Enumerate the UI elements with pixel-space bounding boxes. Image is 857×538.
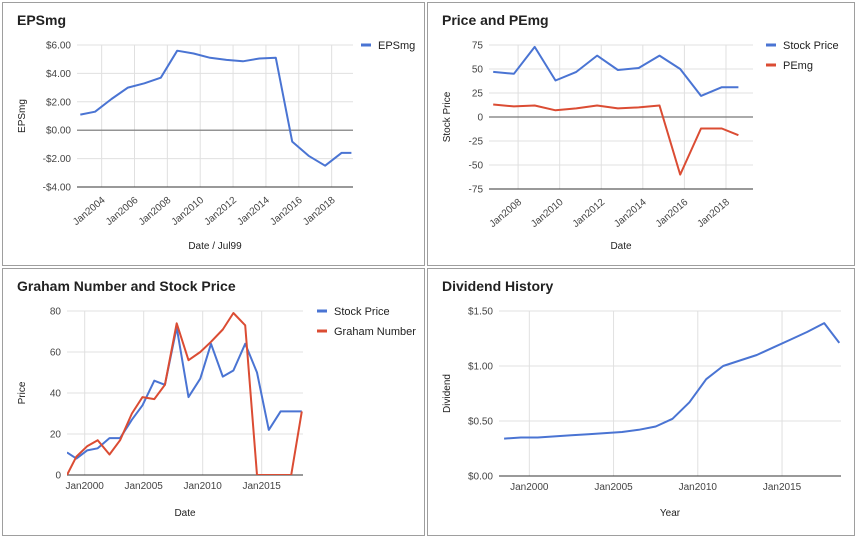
series-line-stock-price	[493, 45, 739, 97]
y-tick-label: $1.00	[468, 362, 493, 373]
x-tick-label: Jan2005	[594, 482, 633, 493]
x-tick-label: Jan2000	[66, 481, 105, 492]
y-tick-label: 20	[50, 430, 62, 441]
x-axis-label: Date / Jul99	[188, 241, 242, 252]
y-tick-label: -$2.00	[43, 154, 72, 165]
x-tick-label: Jan2012	[203, 195, 240, 228]
x-tick-label: Jan2014	[235, 195, 272, 228]
y-axis-label: EPSmg	[17, 99, 28, 133]
x-tick-label: Jan2018	[301, 195, 338, 228]
y-tick-label: -50	[469, 161, 484, 172]
chart-title: EPSmg	[17, 12, 66, 28]
y-tick-label: $0.00	[468, 472, 493, 483]
x-axis-label: Date	[174, 508, 196, 519]
y-tick-label: $0.00	[46, 126, 71, 137]
x-tick-label: Jan2015	[763, 482, 802, 493]
y-tick-label: 60	[50, 348, 62, 359]
y-tick-label: $6.00	[46, 41, 71, 52]
series-line-stock-price	[67, 326, 302, 460]
x-tick-label: Jan2016	[654, 197, 691, 230]
x-axis-label: Year	[660, 508, 681, 519]
x-axis-label: Date	[610, 241, 632, 252]
y-tick-label: -75	[469, 185, 484, 196]
x-tick-label: Jan2010	[529, 197, 566, 230]
panel-epsmg: EPSmg -$4.00 -$2.00 $0.00 $2.00 $4.00 $6.00 Jan…	[2, 2, 425, 266]
x-tick-label: Jan2006	[104, 195, 141, 228]
y-tick-label: 0	[477, 113, 483, 124]
x-tick-label: Jan2018	[695, 197, 732, 230]
legend-label: Graham Number	[334, 326, 416, 338]
x-tick-label: Jan2014	[612, 197, 649, 230]
legend-label: Stock Price	[783, 40, 839, 52]
y-tick-label: 25	[472, 89, 484, 100]
series-line-pemg	[493, 103, 739, 176]
x-tick-label: Jan2010	[170, 195, 207, 228]
chart-epsmg: EPSmg -$4.00 -$2.00 $0.00 $2.00 $4.00 $6.00 Jan…	[17, 12, 415, 252]
chart-dividend: Dividend History $0.00 $0.50 $1.00 $1.50 Jan2…	[442, 278, 841, 519]
series-line-dividend	[504, 322, 841, 440]
panel-dividend: Dividend History $0.00 $0.50 $1.00 $1.50 Jan2…	[427, 268, 855, 536]
x-tick-label: Jan2005	[125, 481, 164, 492]
y-tick-label: 80	[50, 307, 62, 318]
y-axis-label: Stock Price	[442, 91, 453, 142]
chart-title: Graham Number and Stock Price	[17, 278, 236, 294]
y-tick-label: $0.50	[468, 417, 493, 428]
x-tick-label: Jan2008	[488, 197, 525, 230]
chart-title: Dividend History	[442, 278, 553, 294]
x-tick-label: Jan2015	[243, 481, 282, 492]
x-tick-label: Jan2004	[71, 195, 108, 228]
y-tick-label: $1.50	[468, 307, 493, 318]
x-tick-label: Jan2016	[268, 195, 305, 228]
y-axis-label: Dividend	[442, 374, 453, 413]
series-line-graham-number	[67, 312, 303, 475]
x-tick-label: Jan2010	[184, 481, 223, 492]
y-tick-label: -$4.00	[43, 183, 72, 194]
y-tick-label: $2.00	[46, 97, 71, 108]
y-tick-label: 50	[472, 65, 484, 76]
chart-title: Price and PEmg	[442, 12, 549, 28]
y-tick-label: -25	[469, 137, 484, 148]
legend-label: EPSmg	[378, 40, 415, 52]
legend-label: PEmg	[783, 60, 813, 72]
panel-price-pemg: Price and PEmg -75 -50 -25 0 25 50 75 Jan2008 Jan…	[427, 2, 855, 266]
legend-label: Stock Price	[334, 306, 390, 318]
x-tick-label: Jan2012	[571, 197, 608, 230]
y-tick-label: 0	[55, 471, 61, 482]
panel-graham: Graham Number and Stock Price 0 20 40 60 80 Ja…	[2, 268, 425, 536]
x-tick-label: Jan2010	[679, 482, 718, 493]
y-tick-label: 75	[472, 41, 484, 52]
y-tick-label: $4.00	[46, 69, 71, 80]
x-tick-label: Jan2008	[137, 195, 174, 228]
series-line-epsmg	[80, 49, 352, 167]
chart-graham: Graham Number and Stock Price 0 20 40 60 80 Ja…	[17, 278, 416, 519]
y-tick-label: 40	[50, 389, 62, 400]
x-tick-label: Jan2000	[510, 482, 549, 493]
y-axis-label: Price	[17, 381, 28, 404]
